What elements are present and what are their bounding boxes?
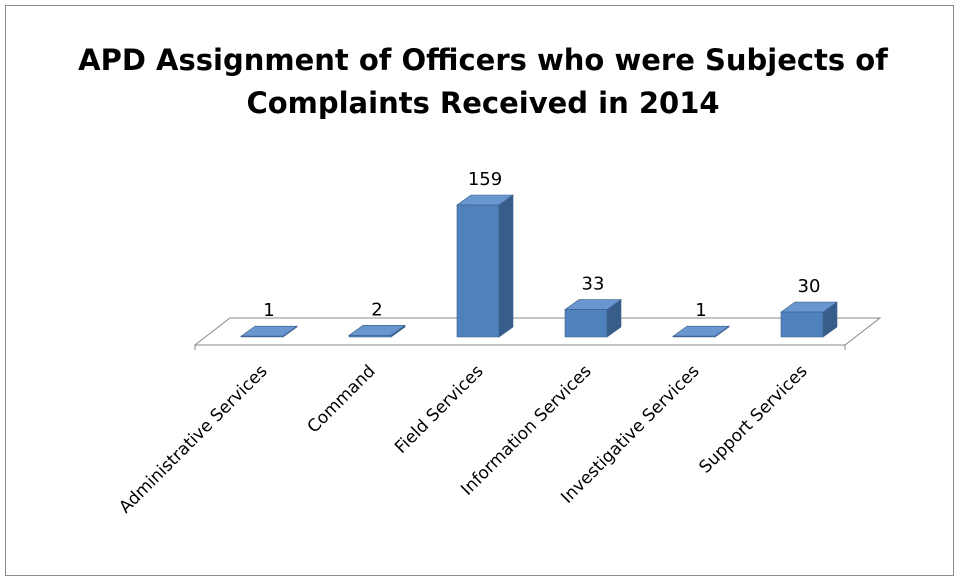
bar-front <box>672 335 716 338</box>
bar <box>240 325 298 338</box>
value-label: 159 <box>468 169 502 190</box>
bar-side <box>498 194 514 338</box>
bar <box>780 301 838 338</box>
value-label: 1 <box>695 300 706 321</box>
bar-front <box>240 335 284 338</box>
bar <box>348 324 406 338</box>
value-label: 30 <box>798 276 821 297</box>
bar-front <box>456 204 500 338</box>
bar-front <box>780 311 824 338</box>
bar <box>456 194 514 338</box>
bar-front <box>564 309 608 338</box>
chart-title: Complaints Received in 2014 <box>246 86 719 120</box>
value-label: 2 <box>371 299 382 320</box>
value-label: 1 <box>263 300 274 321</box>
bar-front <box>348 335 392 338</box>
chart-title: APD Assignment of Officers who were Subj… <box>78 43 888 77</box>
bar <box>564 299 622 338</box>
value-label: 33 <box>582 274 605 295</box>
floor <box>193 317 882 346</box>
bar <box>672 325 730 338</box>
